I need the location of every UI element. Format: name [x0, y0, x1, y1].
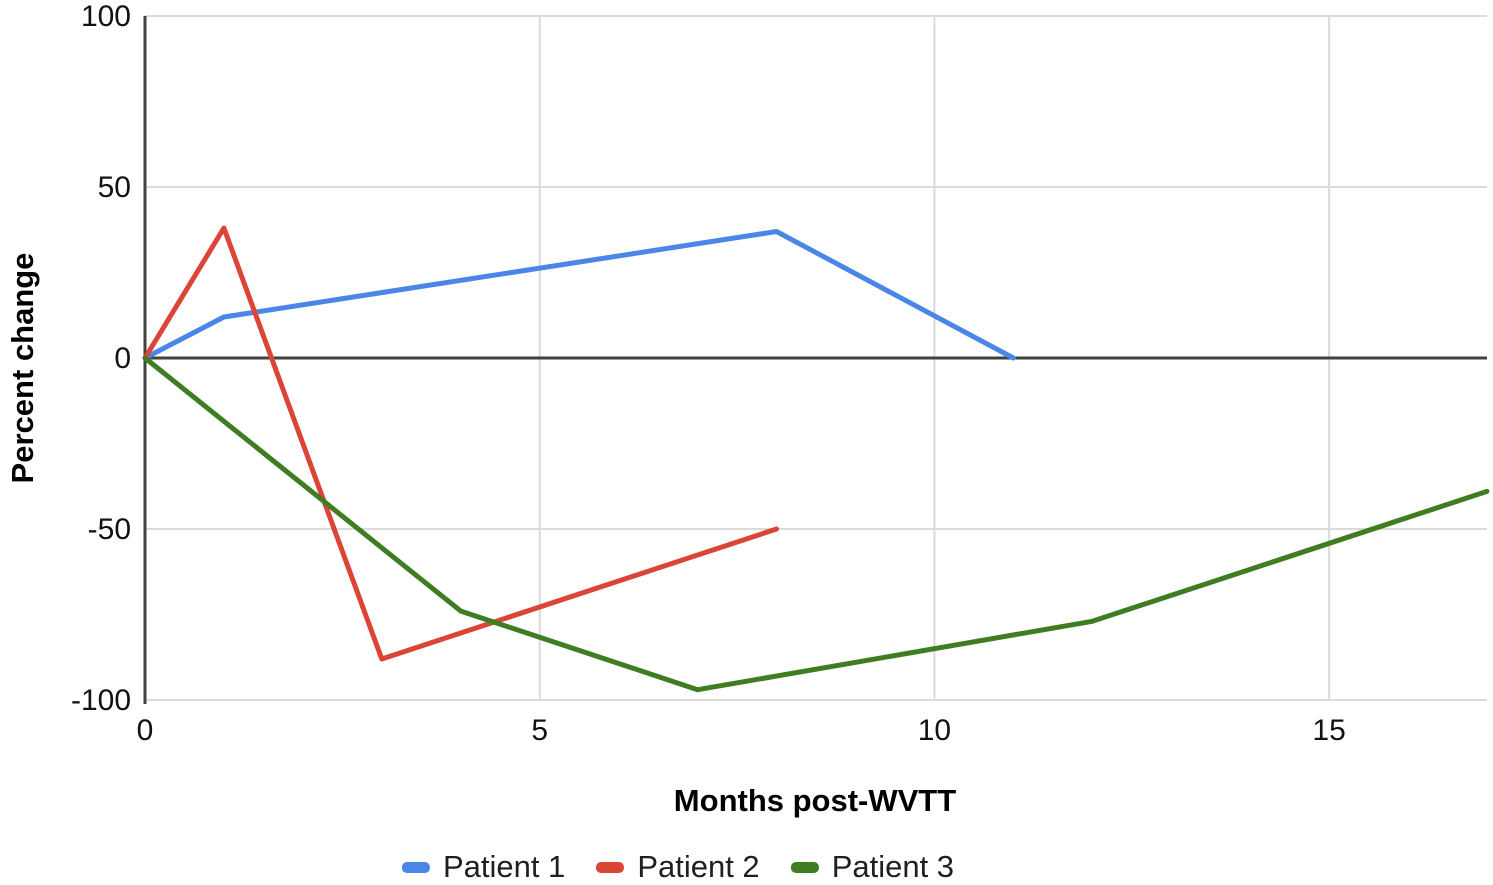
y-tick-label: 50	[98, 171, 131, 204]
series-line-patient-2	[142, 225, 779, 662]
axes	[143, 16, 1487, 704]
x-tick-label: 5	[531, 714, 548, 747]
y-tick-label: 0	[114, 342, 131, 375]
legend-swatch-patient-2	[596, 861, 625, 873]
x-tick-labels: 0 5 10 15	[137, 714, 1346, 747]
series-lines	[142, 225, 1490, 693]
series-line-patient-3	[142, 355, 1490, 693]
legend-swatch-patient-1	[401, 861, 430, 873]
legend-item-patient-3: Patient 3	[790, 849, 955, 885]
legend-label-patient-3: Patient 3	[831, 849, 955, 884]
x-tick-label: 15	[1312, 714, 1345, 747]
y-tick-label: 100	[81, 0, 131, 33]
legend-item-patient-2: Patient 2	[596, 849, 760, 885]
x-tick-label: 0	[137, 714, 154, 747]
y-tick-label: -100	[71, 684, 131, 717]
y-axis-title: Percent change	[5, 252, 40, 484]
series-line-patient-1	[142, 229, 1016, 361]
y-tick-labels: 100 50 0 -50 -100	[71, 0, 131, 717]
legend-item-patient-1: Patient 1	[401, 849, 566, 885]
y-tick-label: -50	[88, 513, 131, 546]
legend-label-patient-1: Patient 1	[442, 849, 566, 884]
legend-label-patient-2: Patient 2	[637, 849, 760, 884]
legend: Patient 1 Patient 2 Patient 3	[401, 849, 955, 885]
legend-swatch-patient-3	[790, 861, 819, 873]
x-tick-label: 10	[918, 714, 951, 747]
x-axis-title: Months post-WVTT	[673, 783, 957, 818]
